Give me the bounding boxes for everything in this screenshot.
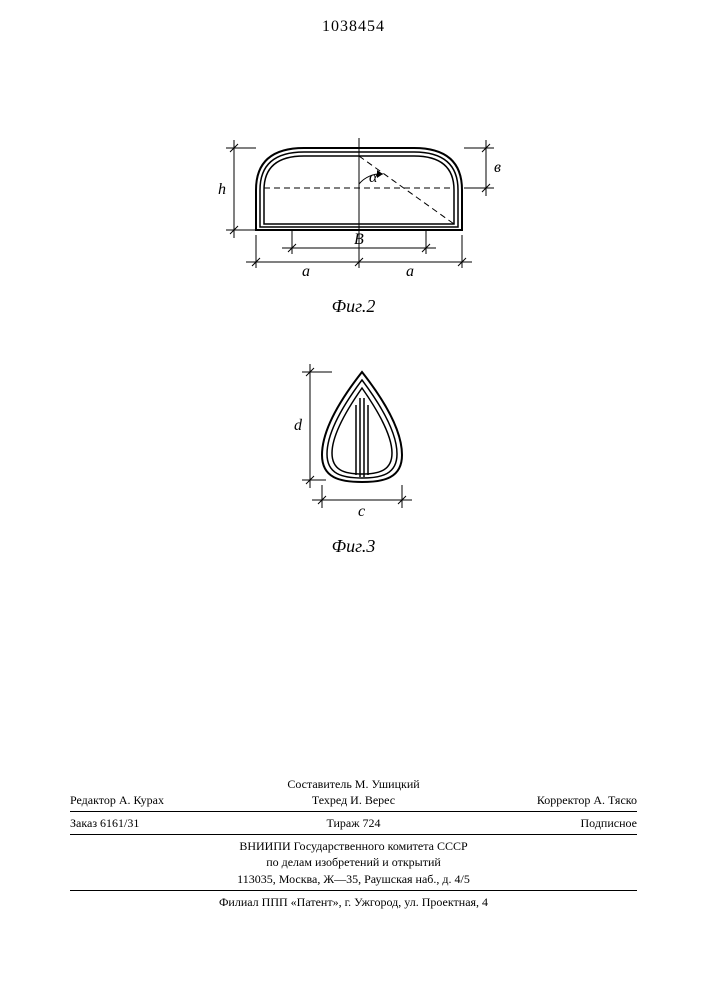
footer-corrector: Корректор А. Тяско bbox=[448, 792, 637, 808]
fig3-label-c: c bbox=[358, 503, 365, 520]
footer-editor: Редактор А. Курах bbox=[70, 792, 259, 808]
footer-addr2: Филиал ППП «Патент», г. Ужгород, ул. Про… bbox=[70, 894, 637, 910]
fig3-label-d: d bbox=[294, 417, 303, 434]
page-number: 1038454 bbox=[0, 18, 707, 36]
footer-order: Заказ 6161/31 bbox=[70, 815, 259, 831]
footer-addr1: 113035, Москва, Ж—35, Раушская наб., д. … bbox=[70, 871, 637, 887]
fig2-label-alpha: α bbox=[369, 169, 378, 186]
figure-3: d c Фиг.3 bbox=[254, 350, 454, 557]
fig2-label-a2: a bbox=[406, 263, 414, 280]
fig2-label-B: В bbox=[354, 231, 364, 248]
figure-2: h в α В a a Фиг.2 bbox=[194, 110, 514, 317]
fig2-label-h: h bbox=[218, 181, 226, 198]
fig2-label-a1: a bbox=[302, 263, 310, 280]
fig3-caption: Фиг.3 bbox=[254, 536, 454, 557]
footer-rule-2 bbox=[70, 834, 637, 835]
fig2-drawing: h в α В a a bbox=[194, 110, 514, 290]
footer-org1: ВНИИПИ Государственного комитета СССР bbox=[70, 838, 637, 854]
footer-signed: Подписное bbox=[448, 815, 637, 831]
footer-circulation: Тираж 724 bbox=[259, 815, 448, 831]
fig3-drawing: d c bbox=[254, 350, 454, 530]
fig2-caption: Фиг.2 bbox=[194, 296, 514, 317]
footer-org2: по делам изобретений и открытий bbox=[70, 854, 637, 870]
footer: Составитель М. Ушицкий Редактор А. Курах… bbox=[70, 776, 637, 910]
footer-compiler: Составитель М. Ушицкий bbox=[70, 776, 637, 792]
footer-tech: Техред И. Верес bbox=[259, 792, 448, 808]
footer-rule-3 bbox=[70, 890, 637, 891]
footer-rule-1 bbox=[70, 811, 637, 812]
fig2-label-b: в bbox=[494, 159, 501, 176]
